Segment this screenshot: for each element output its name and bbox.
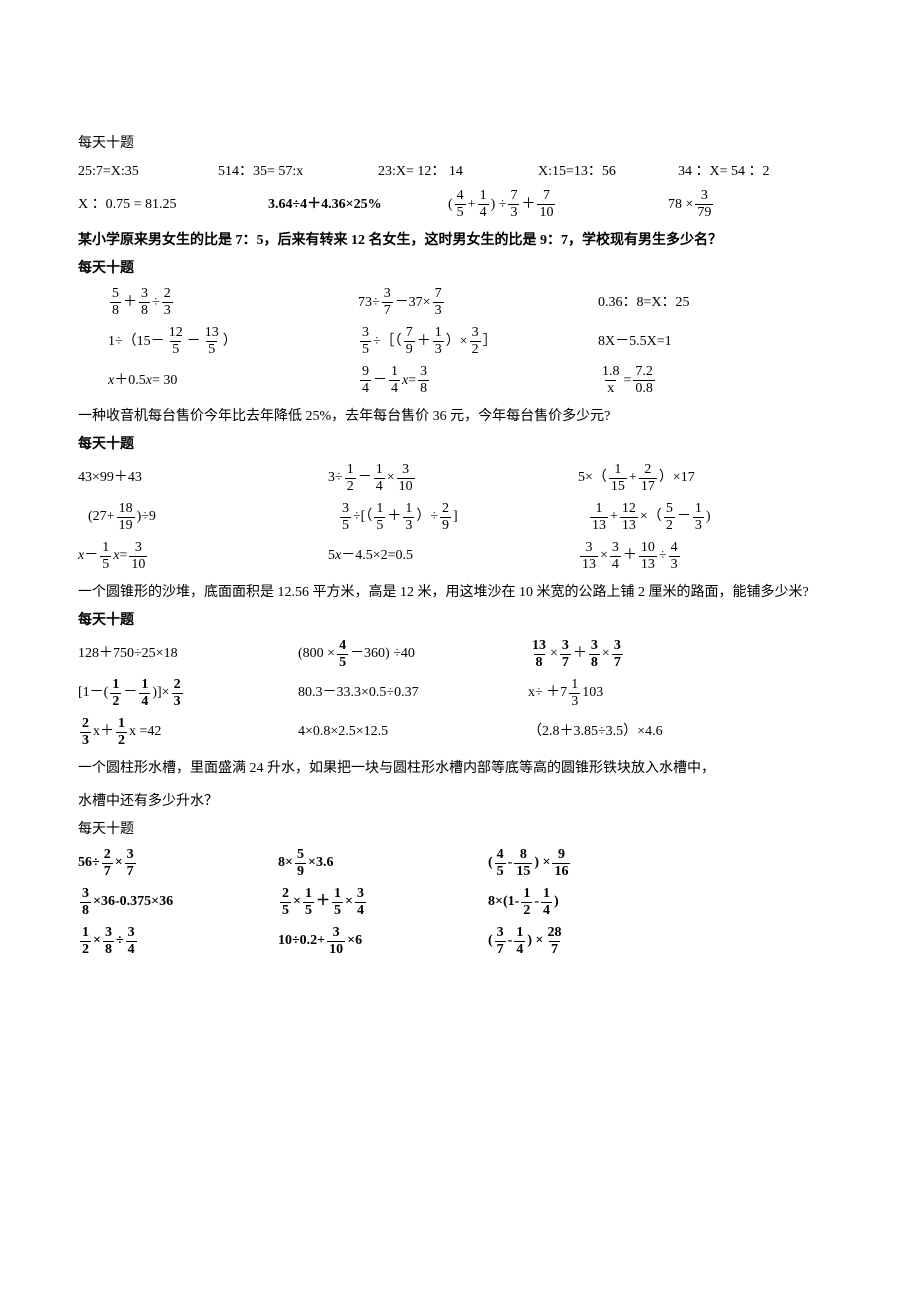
word-problem: 某小学原来男女生的比是 7：5，后来有转来 12 名女生，这时男女生的比是 9：… [78, 228, 842, 253]
problem-cell: 12×38÷34 [78, 926, 278, 957]
problem-row: x－15x = 3105x－4.5×2=0.5313×34＋1013÷43 [78, 541, 842, 572]
problem-cell: 8×(1-12-14) [488, 887, 559, 918]
problem-cell: 5×（115+217）×17 [578, 463, 695, 494]
problem-row: 56÷27×378×59×3.6(45-815) ×916 [78, 848, 842, 879]
problem-cell: 4×0.8×2.5×12.5 [298, 722, 528, 742]
problem-cell: 3.64÷4＋4.36×25% [268, 195, 448, 215]
problem-cell: 94－14x = 38 [358, 365, 598, 396]
problem-cell: (37-14) ×287 [488, 926, 565, 957]
word-problem: 一种收音机每台售价今年比去年降低 25%，去年每台售价 36 元，今年每台售价多… [78, 404, 842, 429]
problem-row: (27+1819)÷935÷[（15＋13）÷29]113+1213×（52－1… [78, 502, 842, 533]
problem-cell: 138×37＋38×37 [528, 639, 625, 670]
problem-cell: 35÷[（15＋13）÷29] [338, 502, 588, 533]
problem-row: 43×99＋433÷12－14×3105×（115+217）×17 [78, 463, 842, 494]
problem-cell: x－15x = 310 [78, 541, 328, 572]
problem-cell: 80.3－33.3×0.5÷0.37 [298, 683, 528, 703]
section-heading: 每天十题 [78, 134, 842, 154]
problem-cell: 1.8x = 7.20.8 [598, 365, 657, 396]
problem-cell: (45+14) ÷73＋710 [448, 189, 668, 220]
section-heading: 每天十题 [78, 820, 842, 840]
problem-row: x＋0.5 x = 3094－14x = 381.8x = 7.20.8 [78, 365, 842, 396]
problem-row: 23 x＋12 x =424×0.8×2.5×12.5（2.8＋3.85÷3.5… [78, 717, 842, 748]
problem-cell: (27+1819)÷9 [78, 502, 338, 533]
problem-cell: 5x－4.5×2=0.5 [328, 546, 578, 566]
problem-cell: 25×15＋15×34 [278, 887, 488, 918]
problem-cell: 313×34＋1013÷43 [578, 541, 682, 572]
problem-cell: 35÷［（79＋13）×32］ [358, 326, 598, 357]
problem-cell: [1－(12－14)]×23 [78, 678, 298, 709]
word-problem: 一个圆锥形的沙堆，底面面积是 12.56 平方米，高是 12 米，用这堆沙在 1… [78, 580, 842, 605]
problem-cell: 43×99＋43 [78, 468, 328, 488]
problem-cell: 113+1213×（52－13) [588, 502, 710, 533]
problem-cell: 25:7=X:35 [78, 162, 218, 182]
section-heading: 每天十题 [78, 611, 842, 631]
problem-cell: 78 × 379 [668, 189, 715, 220]
problem-cell: X ：0.75 = 81.25 [78, 195, 268, 215]
word-problem: 水槽中还有多少升水？ [78, 789, 842, 814]
section-heading: 每天十题 [78, 259, 842, 279]
word-problem: 一个圆柱形水槽，里面盛满 24 升水，如果把一块与圆柱形水槽内部等底等高的圆锥形… [78, 756, 842, 781]
problem-cell: 514：35= 57:x [218, 162, 378, 182]
problem-row: 58＋38÷2373÷37－37×730.36：8=X：25 [78, 287, 842, 318]
problem-cell: (800 ×45－360) ÷40 [298, 639, 528, 670]
problem-row: X ：0.75 = 81.253.64÷4＋4.36×25%(45+14) ÷7… [78, 189, 842, 220]
problem-cell: 56÷27×37 [78, 848, 278, 879]
problem-cell: 23:X= 12： 14 [378, 162, 538, 182]
problem-cell: 1÷（15－125－135） [78, 326, 358, 357]
problem-row: 38×36-0.375×3625×15＋15×348×(1-12-14) [78, 887, 842, 918]
problem-cell: 38×36-0.375×36 [78, 887, 278, 918]
problem-row: [1－(12－14)]×2380.3－33.3×0.5÷0.37x÷ ＋7131… [78, 678, 842, 709]
problem-cell: (45-815) ×916 [488, 848, 572, 879]
problem-cell: 23 x＋12 x =42 [78, 717, 298, 748]
problem-row: 25:7=X:35514：35= 57:x23:X= 12： 14X:15=13… [78, 162, 842, 182]
problem-cell: x÷ ＋713103 [528, 678, 603, 709]
problem-cell: 3÷12－14×310 [328, 463, 578, 494]
problem-cell: x＋0.5 x = 30 [78, 371, 358, 391]
problem-cell: （2.8＋3.85÷3.5）×4.6 [528, 722, 663, 742]
problem-cell: 8X－5.5X=1 [598, 332, 672, 352]
problem-cell: 58＋38÷23 [78, 287, 358, 318]
problem-row: 1÷（15－125－135）35÷［（79＋13）×32］8X－5.5X=1 [78, 326, 842, 357]
section-heading: 每天十题 [78, 435, 842, 455]
problem-cell: 8×59×3.6 [278, 848, 488, 879]
problem-cell: 34 ：X= 54 ：2 [678, 162, 770, 182]
problem-cell: X:15=13：56 [538, 162, 678, 182]
problem-cell: 0.36：8=X：25 [598, 293, 690, 313]
problem-row: 12×38÷3410÷0.2+310×6(37-14) ×287 [78, 926, 842, 957]
problem-row: 128＋750÷25×18(800 ×45－360) ÷40138×37＋38×… [78, 639, 842, 670]
problem-cell: 73÷37－37×73 [358, 287, 598, 318]
problem-cell: 128＋750÷25×18 [78, 644, 298, 664]
problem-cell: 10÷0.2+310×6 [278, 926, 488, 957]
